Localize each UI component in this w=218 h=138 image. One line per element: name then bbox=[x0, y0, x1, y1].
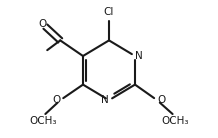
Text: O: O bbox=[157, 95, 165, 105]
Text: Cl: Cl bbox=[104, 7, 114, 17]
Text: N: N bbox=[135, 51, 143, 61]
Text: OCH₃: OCH₃ bbox=[162, 116, 189, 126]
Text: O: O bbox=[52, 95, 60, 105]
Text: N: N bbox=[101, 95, 109, 105]
Text: OCH₃: OCH₃ bbox=[29, 116, 56, 126]
Text: O: O bbox=[39, 19, 47, 29]
